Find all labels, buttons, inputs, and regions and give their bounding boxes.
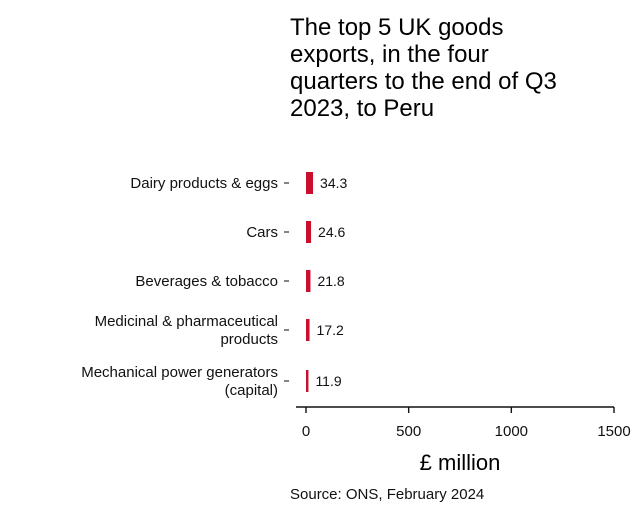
bar (306, 270, 311, 292)
category-label: Beverages & tobacco (135, 273, 278, 290)
value-label: 11.9 (315, 373, 341, 389)
bars-group (306, 172, 314, 392)
value-label: 17.2 (317, 322, 344, 338)
bar (306, 370, 309, 392)
value-label: 21.8 (317, 273, 344, 289)
category-label: Cars (246, 224, 278, 241)
chart-title: The top 5 UK goods exports, in the four … (290, 14, 557, 122)
category-label: Mechanical power generators (capital) (81, 364, 278, 399)
value-label: 34.3 (320, 175, 347, 191)
value-label: 24.6 (318, 224, 345, 240)
bar (306, 221, 312, 243)
value-labels-group: 34.3 24.6 21.8 17.2 11.9 (315, 175, 347, 389)
bar (306, 319, 310, 341)
x-tick-label: 0 (302, 423, 310, 440)
x-tick-label: 500 (396, 423, 421, 440)
source-note: Source: ONS, February 2024 (290, 486, 485, 503)
x-tick-label: 1500 (597, 423, 630, 440)
x-axis-title: £ million (419, 450, 501, 475)
category-label: Dairy products & eggs (130, 175, 278, 192)
x-tick-label: 1000 (495, 423, 528, 440)
y-axis: Dairy products & eggs Cars Beverages & tob… (81, 175, 289, 399)
bar (306, 172, 314, 194)
x-axis: 0 500 1000 1500 (296, 406, 631, 440)
category-label: Medicinal & pharmaceutical products (95, 313, 278, 348)
